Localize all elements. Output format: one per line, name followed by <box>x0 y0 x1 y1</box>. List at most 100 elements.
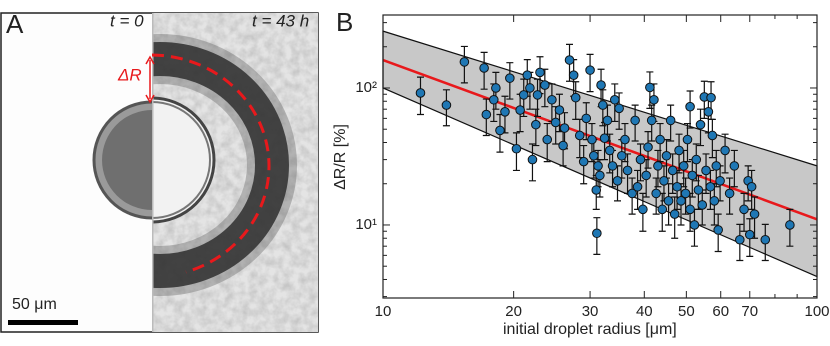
data-point <box>735 234 745 245</box>
data-point <box>604 145 615 156</box>
data-point <box>531 119 541 130</box>
data-point <box>663 196 674 206</box>
data-point <box>638 204 648 215</box>
data-point <box>760 234 771 245</box>
data-point <box>522 70 533 80</box>
data-point <box>659 176 669 186</box>
data-point <box>627 188 637 199</box>
data-point <box>665 115 676 126</box>
data-point <box>612 176 623 186</box>
data-point <box>744 229 755 240</box>
x-tick-label: 70 <box>741 303 758 320</box>
data-point <box>685 204 695 215</box>
plot-frame <box>382 14 818 299</box>
data-point <box>614 103 624 114</box>
data-point <box>592 228 602 239</box>
scale-bar-label: 50 μm <box>12 296 57 313</box>
data-point <box>495 125 505 136</box>
data-point <box>672 181 682 192</box>
microscopy-image <box>0 12 319 333</box>
data-point <box>749 209 760 219</box>
data-point <box>707 130 718 141</box>
data-point <box>558 140 568 151</box>
data-point <box>568 70 579 80</box>
data-point <box>703 107 714 117</box>
x-tick-label: 60 <box>712 303 729 320</box>
data-point <box>574 130 585 141</box>
data-point <box>602 115 613 126</box>
data-point <box>678 161 689 171</box>
data-point <box>724 188 735 199</box>
data-point <box>785 220 795 230</box>
data-point <box>706 92 716 103</box>
data-point <box>655 134 665 145</box>
data-point <box>697 200 708 210</box>
data-point <box>542 134 553 145</box>
data-point <box>641 170 651 181</box>
data-point <box>570 92 581 103</box>
data-point <box>649 94 659 105</box>
data-point <box>532 90 543 100</box>
data-point <box>564 55 575 65</box>
data-point <box>518 90 529 100</box>
data-point <box>441 100 452 110</box>
data-point <box>711 161 722 171</box>
data-point <box>515 105 525 115</box>
x-tick-label: 30 <box>582 303 599 320</box>
x-tick-label: 100 <box>804 303 829 320</box>
data-point <box>643 142 653 152</box>
data-point <box>657 204 668 215</box>
data-point <box>682 134 693 145</box>
data-point <box>676 196 686 206</box>
data-point <box>661 150 672 161</box>
data-point <box>581 113 592 124</box>
data-point <box>479 63 489 73</box>
data-point <box>585 65 595 75</box>
data-point <box>547 94 557 105</box>
data-point <box>595 170 605 181</box>
panel-label: A <box>6 9 24 39</box>
data-point <box>709 196 720 206</box>
caption: t = 0 <box>110 11 144 30</box>
data-point <box>701 165 711 176</box>
data-point <box>596 80 606 90</box>
data-point <box>713 225 723 235</box>
data-point <box>620 134 630 145</box>
y-tick-label: 10² <box>355 79 377 96</box>
data-point <box>481 109 492 120</box>
data-point <box>609 94 620 105</box>
data-point <box>674 145 684 156</box>
data-point <box>653 161 663 171</box>
data-point <box>635 154 646 165</box>
data-point <box>415 88 426 98</box>
data-point <box>720 145 730 156</box>
data-point <box>646 115 657 126</box>
data-point <box>587 134 597 145</box>
data-point <box>607 161 618 171</box>
data-point <box>535 67 545 78</box>
data-point <box>729 161 740 171</box>
y-tick-label: 10¹ <box>355 216 377 233</box>
data-point <box>598 100 608 110</box>
data-point <box>693 185 704 195</box>
data-point <box>651 188 661 199</box>
data-point <box>680 188 691 199</box>
data-point <box>525 83 535 93</box>
data-point <box>591 185 602 195</box>
x-tick-label: 10 <box>375 303 392 320</box>
data-point <box>739 204 749 215</box>
data-point <box>559 123 570 133</box>
data-point <box>746 181 757 192</box>
data-point <box>715 176 725 186</box>
data-point <box>550 117 561 128</box>
x-tick-label: 40 <box>636 303 653 320</box>
data-point <box>505 73 515 83</box>
data-point <box>578 156 589 167</box>
data-point <box>687 170 698 181</box>
data-point <box>527 154 538 165</box>
data-point <box>554 105 565 115</box>
data-point <box>695 119 706 130</box>
data-point <box>645 82 655 93</box>
data-point <box>689 220 700 230</box>
